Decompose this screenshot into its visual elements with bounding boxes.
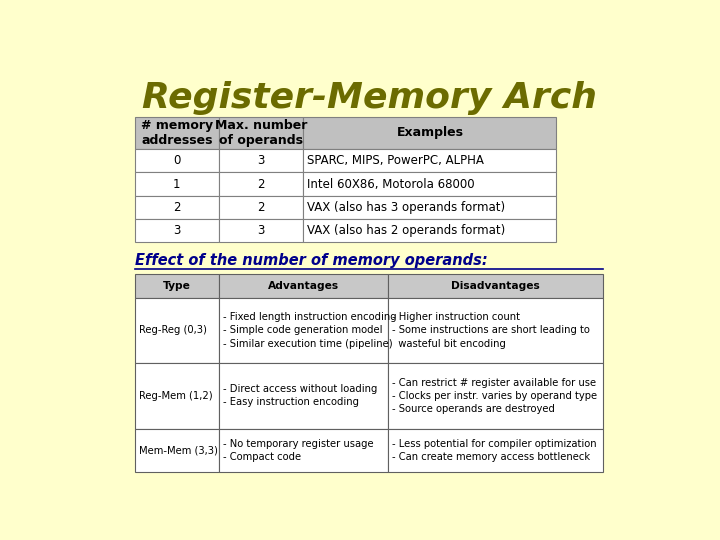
Text: 3: 3 [258,224,265,237]
Text: SPARC, MIPS, PowerPC, ALPHA: SPARC, MIPS, PowerPC, ALPHA [307,154,484,167]
Text: - Higher instruction count
- Some instructions are short leading to
  wasteful b: - Higher instruction count - Some instru… [392,312,590,349]
Text: - No temporary register usage
- Compact code: - No temporary register usage - Compact … [223,439,374,462]
Text: 3: 3 [258,154,265,167]
Bar [219,274,388,298]
Text: Advantages: Advantages [268,281,339,291]
Bar [219,149,303,172]
Bar [388,274,603,298]
Bar [135,298,219,363]
Bar [303,219,557,242]
Bar [135,274,219,298]
Text: - Direct access without loading
- Easy instruction encoding: - Direct access without loading - Easy i… [223,384,377,408]
Text: Intel 60X86, Motorola 68000: Intel 60X86, Motorola 68000 [307,178,475,191]
Text: # memory
addresses: # memory addresses [141,119,213,147]
Text: Examples: Examples [397,126,464,139]
Bar [388,429,603,472]
Text: 0: 0 [173,154,181,167]
Bar [219,219,303,242]
Bar [388,298,603,363]
Bar [303,117,557,149]
Bar [219,298,388,363]
Bar [303,149,557,172]
Bar [219,363,388,429]
Text: 2: 2 [173,201,181,214]
Text: 1: 1 [173,178,181,191]
Bar [219,429,388,472]
Text: 2: 2 [258,178,265,191]
Bar [135,429,219,472]
Text: Reg-Mem (1,2): Reg-Mem (1,2) [138,391,212,401]
Bar [135,196,219,219]
Text: - Less potential for compiler optimization
- Can create memory access bottleneck: - Less potential for compiler optimizati… [392,439,596,462]
Bar [219,196,303,219]
Text: 2: 2 [258,201,265,214]
Text: - Can restrict # register available for use
- Clocks per instr. varies by operan: - Can restrict # register available for … [392,377,597,414]
Bar [135,117,219,149]
Bar [135,219,219,242]
Text: - Fixed length instruction encoding
- Simple code generation model
- Similar exe: - Fixed length instruction encoding - Si… [223,312,397,349]
Text: Type: Type [163,281,191,291]
Text: Disadvantages: Disadvantages [451,281,540,291]
Text: VAX (also has 2 operands format): VAX (also has 2 operands format) [307,224,505,237]
Text: VAX (also has 3 operands format): VAX (also has 3 operands format) [307,201,505,214]
Text: Reg-Reg (0,3): Reg-Reg (0,3) [138,326,207,335]
Bar [135,363,219,429]
Bar [303,172,557,196]
Bar [219,172,303,196]
Text: Register-Memory Arch: Register-Memory Arch [142,82,596,116]
Bar [219,117,303,149]
Bar [135,172,219,196]
Text: Max. number
of operands: Max. number of operands [215,119,307,147]
Bar [135,149,219,172]
Text: Effect of the number of memory operands:: Effect of the number of memory operands: [135,253,487,268]
Text: 3: 3 [173,224,181,237]
Bar [388,363,603,429]
Bar [303,196,557,219]
Text: Mem-Mem (3,3): Mem-Mem (3,3) [138,446,217,455]
